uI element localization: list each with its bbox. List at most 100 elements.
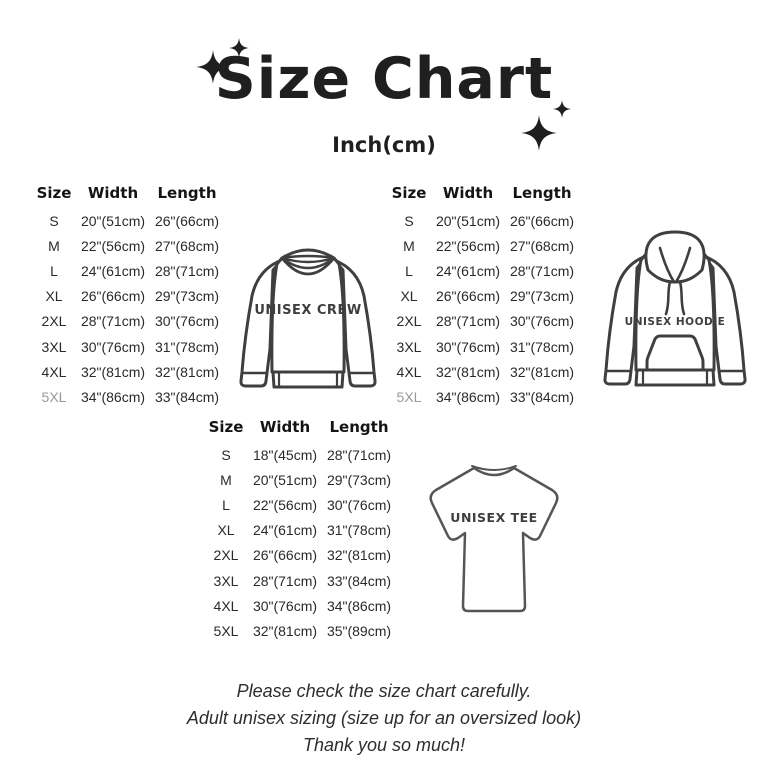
length-cell: 29"(73cm) <box>509 288 575 305</box>
size-cell: L <box>222 496 230 513</box>
size-cell: 3XL <box>41 338 67 355</box>
length-cell: 27"(68cm) <box>509 237 575 254</box>
width-cell: 26"(66cm) <box>435 288 501 305</box>
size-cell: L <box>50 262 58 279</box>
hoodie-size-row: 4XL 32"(81cm) 32"(81cm) <box>383 359 583 384</box>
length-cell: 31"(78cm) <box>154 338 220 355</box>
size-cell: M <box>403 237 415 254</box>
crew-size-row: M 22"(56cm) 27"(68cm) <box>28 233 228 258</box>
column-header-width: Width <box>87 184 139 202</box>
width-cell: 32"(81cm) <box>80 363 146 380</box>
size-cell: 2XL <box>41 313 67 330</box>
length-cell: 29"(73cm) <box>326 471 392 488</box>
tee-size-row: 5XL 32"(81cm) 35"(89cm) <box>200 618 400 643</box>
size-cell: L <box>405 262 413 279</box>
crew-size-row: 4XL 32"(81cm) 32"(81cm) <box>28 359 228 384</box>
width-cell: 24"(61cm) <box>435 262 501 279</box>
length-cell: 29"(73cm) <box>154 288 220 305</box>
tee-size-row: 3XL 28"(71cm) 33"(84cm) <box>200 568 400 593</box>
length-cell: 30"(76cm) <box>509 313 575 330</box>
sparkle-icon <box>553 100 571 118</box>
width-cell: 34"(86cm) <box>80 388 146 405</box>
column-header-width: Width <box>442 184 494 202</box>
hoodie-size-row: M 22"(56cm) 27"(68cm) <box>383 233 583 258</box>
length-cell: 30"(76cm) <box>326 496 392 513</box>
width-cell: 34"(86cm) <box>435 388 501 405</box>
footer-note: Please check the size chart carefully. A… <box>0 678 768 759</box>
size-cell: 5XL <box>396 388 422 405</box>
length-cell: 31"(78cm) <box>326 522 392 539</box>
length-cell: 28"(71cm) <box>326 446 392 463</box>
length-cell: 33"(84cm) <box>154 388 220 405</box>
size-cell: 3XL <box>396 338 422 355</box>
size-cell: 5XL <box>41 388 67 405</box>
length-cell: 31"(78cm) <box>509 338 575 355</box>
sparkle-icon <box>521 115 557 151</box>
size-cell: 2XL <box>213 547 239 564</box>
tee-size-row: XL 24"(61cm) 31"(78cm) <box>200 518 400 543</box>
length-cell: 35"(89cm) <box>326 622 392 639</box>
crew-size-row: 2XL 28"(71cm) 30"(76cm) <box>28 309 228 334</box>
crew-size-row: L 24"(61cm) 28"(71cm) <box>28 258 228 283</box>
width-cell: 20"(51cm) <box>252 471 318 488</box>
hoodie-header-row: Size Width Length <box>383 182 583 208</box>
length-cell: 32"(81cm) <box>509 363 575 380</box>
length-cell: 30"(76cm) <box>154 313 220 330</box>
width-cell: 26"(66cm) <box>252 547 318 564</box>
column-header-size: Size <box>208 418 244 436</box>
size-cell: M <box>220 471 232 488</box>
width-cell: 24"(61cm) <box>252 522 318 539</box>
crew-size-row: 5XL 34"(86cm) 33"(84cm) <box>28 384 228 409</box>
size-cell: M <box>48 237 60 254</box>
hoodie-size-row: S 20"(51cm) 26"(66cm) <box>383 208 583 233</box>
width-cell: 28"(71cm) <box>80 313 146 330</box>
width-cell: 18"(45cm) <box>252 446 318 463</box>
tee-size-row: M 20"(51cm) 29"(73cm) <box>200 467 400 492</box>
width-cell: 22"(56cm) <box>80 237 146 254</box>
hoodie-size-row: L 24"(61cm) 28"(71cm) <box>383 258 583 283</box>
crew-header-row: Size Width Length <box>28 182 228 208</box>
hoodie-size-row: XL 26"(66cm) 29"(73cm) <box>383 284 583 309</box>
column-header-size: Size <box>36 184 72 202</box>
size-cell: S <box>221 446 231 463</box>
hoodie-size-row: 3XL 30"(76cm) 31"(78cm) <box>383 334 583 359</box>
width-cell: 30"(76cm) <box>252 597 318 614</box>
tee-garment-label: UNISEX TEE <box>450 510 537 525</box>
crew-size-table: Size Width Length S 20"(51cm) 26"(66cm) … <box>28 182 228 410</box>
width-cell: 20"(51cm) <box>435 212 501 229</box>
column-header-size: Size <box>391 184 427 202</box>
size-cell: S <box>49 212 59 229</box>
size-cell: 4XL <box>396 363 422 380</box>
width-cell: 30"(76cm) <box>80 338 146 355</box>
width-cell: 30"(76cm) <box>435 338 501 355</box>
crew-size-row: 3XL 30"(76cm) 31"(78cm) <box>28 334 228 359</box>
size-cell: 2XL <box>396 313 422 330</box>
sparkle-icon <box>196 50 230 84</box>
length-cell: 34"(86cm) <box>326 597 392 614</box>
length-cell: 32"(81cm) <box>154 363 220 380</box>
size-cell: XL <box>45 288 63 305</box>
size-cell: 3XL <box>213 572 239 589</box>
column-header-length: Length <box>157 184 217 202</box>
length-cell: 28"(71cm) <box>154 262 220 279</box>
hoodie-drawing: UNISEX HOODIE <box>589 224 761 404</box>
footer-line: Please check the size chart carefully. <box>236 681 532 701</box>
size-cell: 4XL <box>213 597 239 614</box>
crew-size-row: S 20"(51cm) 26"(66cm) <box>28 208 228 233</box>
tee-size-table: Size Width Length S 18"(45cm) 28"(71cm) … <box>200 416 400 644</box>
column-header-width: Width <box>259 418 311 436</box>
hoodie-size-table: Size Width Length S 20"(51cm) 26"(66cm) … <box>383 182 583 410</box>
length-cell: 32"(81cm) <box>326 547 392 564</box>
tee-size-row: L 22"(56cm) 30"(76cm) <box>200 492 400 517</box>
units-subtitle: Inch(cm) <box>332 133 436 157</box>
length-cell: 33"(84cm) <box>509 388 575 405</box>
width-cell: 22"(56cm) <box>435 237 501 254</box>
tee-drawing: UNISEX TEE <box>416 448 572 622</box>
footer-line: Thank you so much! <box>302 735 466 755</box>
width-cell: 28"(71cm) <box>435 313 501 330</box>
size-cell: 4XL <box>41 363 67 380</box>
width-cell: 32"(81cm) <box>252 622 318 639</box>
column-header-length: Length <box>329 418 389 436</box>
sparkle-icon <box>229 38 249 58</box>
length-cell: 27"(68cm) <box>154 237 220 254</box>
